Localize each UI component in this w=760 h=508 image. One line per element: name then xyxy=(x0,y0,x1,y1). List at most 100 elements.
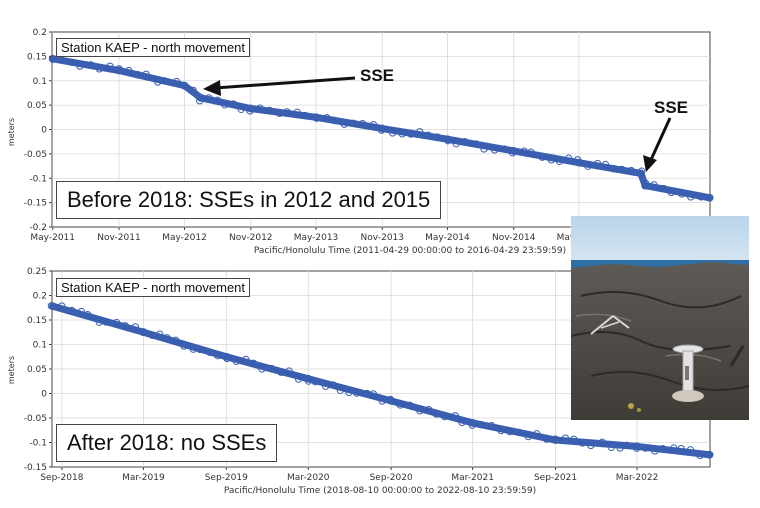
data-point xyxy=(696,451,704,460)
sse-arrow-1 xyxy=(214,76,356,90)
x-tick-label: Nov-2014 xyxy=(492,233,536,243)
y-tick-label: 0.25 xyxy=(27,267,47,277)
data-point xyxy=(68,306,76,315)
data-point xyxy=(196,93,205,102)
data-point xyxy=(587,441,595,450)
data-point xyxy=(533,430,541,438)
data-point xyxy=(77,307,86,316)
data-point xyxy=(564,154,573,162)
series-segment xyxy=(575,159,645,177)
data-point xyxy=(369,390,377,398)
y-tick-label: 0.05 xyxy=(27,365,47,375)
data-point xyxy=(214,351,222,360)
series-segment xyxy=(304,375,395,405)
data-point xyxy=(283,108,291,116)
x-tick-label: Sep-2018 xyxy=(40,473,83,483)
data-point xyxy=(387,396,396,405)
data-point xyxy=(142,70,150,78)
data-point xyxy=(172,77,181,86)
data-point xyxy=(378,397,387,405)
y-tick-label: -0.1 xyxy=(29,439,47,449)
x-tick-label: May-2014 xyxy=(425,233,470,243)
data-point xyxy=(258,365,266,373)
data-point xyxy=(415,128,424,136)
data-point xyxy=(598,438,606,447)
data-point xyxy=(451,412,460,420)
data-point xyxy=(396,401,404,409)
data-point xyxy=(578,439,587,447)
data-point xyxy=(472,140,480,148)
station-label: Station KAEP - north movement xyxy=(56,278,251,297)
data-point xyxy=(424,131,432,140)
data-point xyxy=(609,165,618,173)
data-point xyxy=(378,124,387,133)
data-point xyxy=(304,374,313,383)
x-tick-label: Sep-2021 xyxy=(534,473,577,483)
data-point xyxy=(542,435,551,443)
data-point xyxy=(705,450,714,459)
data-point xyxy=(443,135,452,144)
series-segment xyxy=(387,397,477,427)
data-point xyxy=(480,145,488,153)
x-tick-label: Mar-2021 xyxy=(451,473,494,483)
data-point xyxy=(323,114,331,122)
data-point xyxy=(659,184,668,193)
data-point xyxy=(345,388,353,397)
data-point xyxy=(697,193,705,201)
sse-arrowhead-2 xyxy=(643,155,657,172)
data-point xyxy=(222,352,231,361)
series-segment xyxy=(222,353,312,383)
data-point xyxy=(500,145,509,153)
data-point xyxy=(618,165,626,174)
data-point xyxy=(148,331,157,339)
y-tick-label: 0.2 xyxy=(33,292,47,302)
y-tick-label: -0.15 xyxy=(24,199,47,209)
series-segment xyxy=(378,125,451,143)
data-point xyxy=(139,328,148,337)
data-point xyxy=(242,355,250,364)
series-segment xyxy=(247,105,320,121)
data-point xyxy=(131,323,140,331)
data-point xyxy=(321,382,330,390)
sse-arrow-2 xyxy=(648,117,672,163)
data-point xyxy=(237,105,245,114)
data-point xyxy=(441,412,449,421)
data-point xyxy=(125,66,133,75)
data-point xyxy=(555,157,564,165)
data-point xyxy=(651,447,659,455)
series-segment xyxy=(469,419,560,444)
data-point xyxy=(49,302,57,311)
y-tick-label: 0 xyxy=(41,126,47,136)
data-point xyxy=(106,62,114,71)
data-point xyxy=(294,375,303,383)
y-tick-label: 0.1 xyxy=(33,77,47,87)
data-point xyxy=(48,54,57,63)
data-point xyxy=(508,149,517,157)
data-point xyxy=(180,342,188,350)
data-point xyxy=(458,418,466,427)
station-label: Station KAEP - north movement xyxy=(56,38,251,57)
x-tick-label: May-2013 xyxy=(294,233,339,243)
data-point xyxy=(156,330,164,338)
data-point xyxy=(134,71,142,79)
data-point xyxy=(584,162,592,170)
data-point xyxy=(659,444,667,453)
data-point xyxy=(249,359,258,368)
data-point xyxy=(266,106,274,115)
data-point xyxy=(340,120,348,128)
data-point xyxy=(268,364,276,373)
x-tick-label: Nov-2012 xyxy=(229,233,272,243)
data-point xyxy=(538,153,546,161)
data-point xyxy=(102,318,110,326)
data-point xyxy=(311,377,319,386)
data-point xyxy=(180,81,189,90)
data-point xyxy=(388,129,397,137)
x-axis-label: Pacific/Honolulu Time (2011-04-29 00:00:… xyxy=(254,246,566,256)
data-point xyxy=(386,395,395,404)
data-point xyxy=(277,368,285,376)
data-point xyxy=(229,100,238,108)
series-segment xyxy=(510,147,583,167)
data-point xyxy=(641,181,650,190)
data-point xyxy=(633,442,641,451)
y-tick-label: -0.05 xyxy=(24,414,47,424)
